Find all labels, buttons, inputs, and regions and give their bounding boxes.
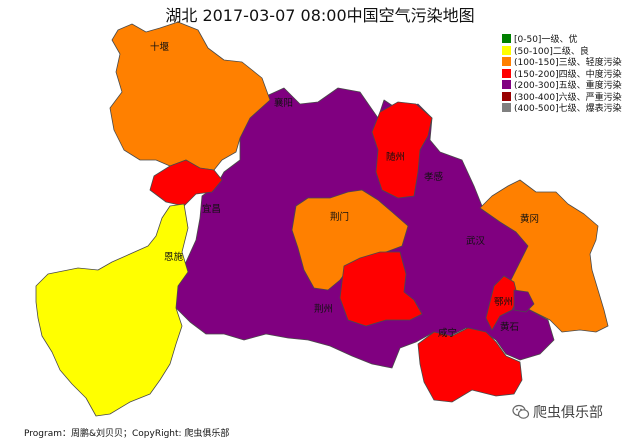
legend-item-7: (400-500]七级、爆表污染 [502, 102, 622, 114]
label-huangshi: 黄石 [500, 321, 519, 333]
region-suizhou [371, 101, 433, 199]
legend-label-2: (50-100]二级、良 [514, 46, 589, 57]
legend-item-5: (200-300]五级、重度污染 [502, 79, 622, 91]
label-suizhou: 随州 [386, 151, 405, 163]
label-jingzhou: 荆州 [314, 303, 333, 315]
legend-swatch-6 [502, 91, 511, 101]
label-xiaogan: 孝感 [424, 171, 444, 183]
label-shiyan: 十堰 [150, 41, 170, 53]
label-xiantao: 咸宁 [438, 327, 457, 339]
region-ezhou [485, 275, 519, 331]
legend-label-5: (200-300]五级、重度污染 [514, 81, 622, 92]
legend-label-4: (150-200]四级、中度污染 [514, 69, 622, 80]
label-yichang: 宜昌 [202, 203, 221, 215]
map-title: 湖北 2017-03-07 08:00中国空气污染地图 [165, 6, 475, 25]
legend-swatch-4 [502, 68, 511, 78]
label-jingmen: 荆门 [330, 211, 349, 223]
legend-label-7: (400-500]七级、爆表污染 [514, 104, 622, 115]
legend-item-4: (150-200]四级、中度污染 [502, 68, 622, 80]
legend-swatch-1 [502, 34, 511, 44]
watermark: 爬虫俱乐部 [512, 402, 603, 422]
region-shiyan [109, 21, 271, 171]
legend-item-1: [0-50]一级、优 [502, 33, 622, 45]
legend-swatch-2 [502, 45, 511, 55]
legend-label-1: [0-50]一级、优 [514, 35, 578, 46]
legend-item-6: (300-400]六级、严重污染 [502, 91, 622, 103]
legend-label-6: (300-400]六级、严重污染 [514, 92, 622, 103]
legend: [0-50]一级、优 (50-100]二级、良 (100-150]三级、轻度污染… [502, 33, 622, 114]
label-ezhou: 鄂州 [494, 297, 513, 308]
legend-item-3: (100-150]三级、轻度污染 [502, 56, 622, 68]
legend-label-3: (100-150]三级、轻度污染 [514, 58, 622, 69]
region-huangshi [513, 289, 535, 313]
label-xiangyang: 襄阳 [274, 97, 293, 109]
wechat-icon [512, 404, 530, 419]
label-enshi: 恩施 [164, 251, 184, 263]
watermark-text: 爬虫俱乐部 [533, 405, 603, 421]
credit-line: Program：周鹏&刘贝贝；CopyRight: 爬虫俱乐部 [24, 429, 230, 439]
legend-swatch-3 [502, 57, 511, 67]
region-tianmen [339, 251, 423, 327]
region-huanggang [479, 179, 609, 333]
legend-swatch-5 [502, 80, 511, 90]
legend-swatch-7 [502, 103, 511, 113]
label-wuhan: 武汉 [466, 235, 486, 247]
region-enshi [35, 203, 189, 417]
label-huanggang: 黄冈 [520, 213, 539, 225]
legend-item-2: (50-100]二级、良 [502, 45, 622, 57]
region-xianning [417, 327, 523, 403]
